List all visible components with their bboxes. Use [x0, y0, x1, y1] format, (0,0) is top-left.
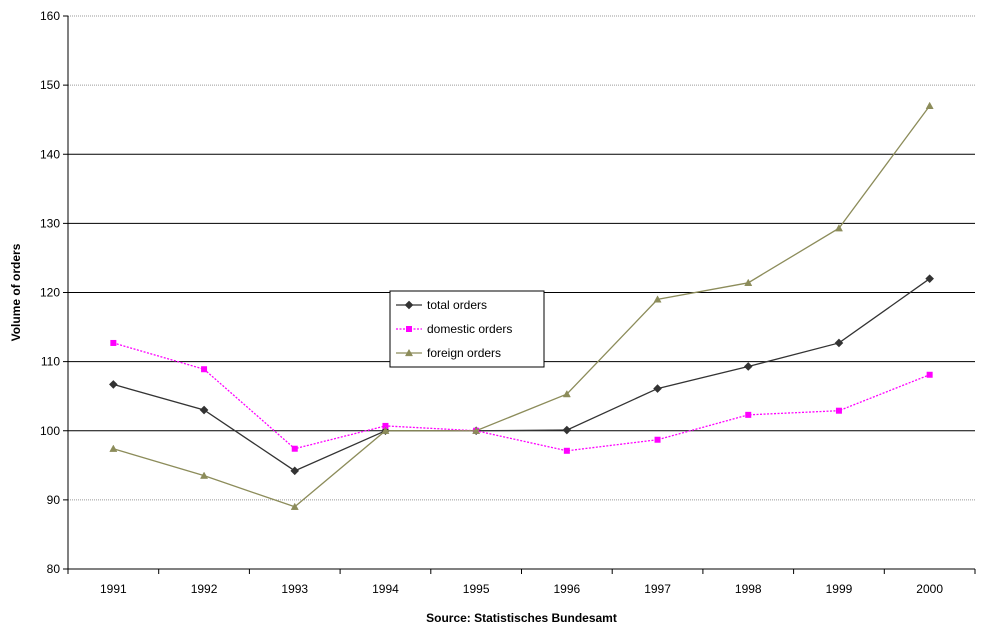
data-point: [291, 445, 298, 452]
data-point: [472, 426, 481, 434]
data-point: [925, 274, 934, 283]
data-point: [563, 447, 570, 454]
legend-item: foreign orders: [396, 346, 501, 360]
data-point: [653, 384, 662, 393]
legend-item: domestic orders: [396, 322, 512, 336]
data-point: [835, 407, 842, 414]
series-line: [113, 342, 930, 452]
x-tick-label: 1998: [735, 582, 762, 596]
x-tick-label: 1991: [100, 582, 127, 596]
y-tick-label: 120: [40, 286, 60, 300]
data-point: [562, 389, 571, 398]
data-point: [382, 422, 389, 429]
series-domestic-orders: [110, 339, 933, 454]
data-point: [201, 366, 208, 373]
data-point: [744, 278, 753, 286]
x-tick-label: 1993: [281, 582, 308, 596]
data-point: [926, 371, 933, 378]
axes: [67, 16, 975, 570]
x-tick-label: 1992: [191, 582, 218, 596]
x-tick-label: 1997: [644, 582, 671, 596]
data-point: [290, 466, 300, 476]
legend-swatch-marker: [404, 300, 414, 310]
data-point: [109, 444, 118, 452]
y-tick-label: 130: [40, 216, 60, 230]
legend-label: domestic orders: [427, 322, 512, 336]
data-point: [654, 436, 661, 443]
data-point: [562, 425, 572, 435]
data-point: [653, 295, 662, 303]
data-point: [109, 380, 118, 389]
y-tick-label: 140: [40, 147, 60, 161]
y-tick-labels: 80 90 100 110 120 130 140 150 160: [40, 9, 60, 576]
series-foreign-orders: [109, 101, 934, 510]
data-point: [834, 338, 844, 348]
x-tick-label: 1996: [553, 582, 580, 596]
series: [109, 101, 934, 510]
legend-label: total orders: [427, 298, 487, 312]
data-point: [834, 224, 843, 232]
data-point: [743, 362, 753, 371]
legend-swatch-marker: [406, 326, 412, 332]
x-axis-title: Source: Statistisches Bundesamt: [426, 611, 617, 625]
data-point: [199, 405, 209, 415]
series-line: [113, 105, 931, 508]
legend: total orders domestic orders foreign order…: [389, 290, 545, 368]
y-tick-label: 100: [40, 424, 60, 438]
data-point: [200, 471, 209, 479]
legend-swatch-marker: [404, 348, 414, 357]
x-tick-label: 1999: [826, 582, 853, 596]
data-point: [925, 101, 934, 109]
series-line: [113, 278, 931, 472]
x-tick-label: 2000: [916, 582, 943, 596]
legend-label: foreign orders: [427, 346, 501, 360]
data-point: [745, 411, 752, 418]
y-tick-label: 150: [40, 78, 60, 92]
y-tick-label: 90: [47, 493, 61, 507]
y-axis-title: Volume of orders: [9, 243, 23, 341]
data-point: [290, 502, 299, 510]
x-tick-label: 1995: [463, 582, 490, 596]
data-point: [381, 426, 390, 434]
y-tick-label: 160: [40, 9, 60, 23]
y-tick-label: 110: [41, 355, 60, 369]
legend-box: [389, 290, 545, 368]
x-tick-labels: 1991 1992 1993 1994 1995 1996 1997 1998 1999 2000: [100, 582, 943, 596]
data-point: [110, 339, 117, 346]
y-tick-label: 80: [47, 562, 61, 576]
legend-item: total orders: [396, 298, 487, 312]
x-tick-label: 1994: [372, 582, 399, 596]
